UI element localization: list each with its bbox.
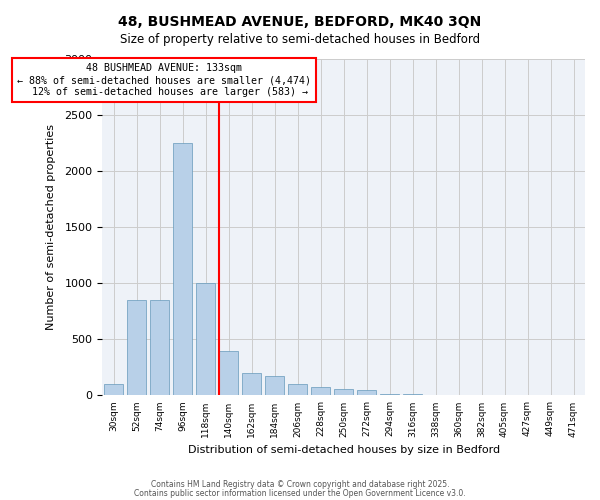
X-axis label: Distribution of semi-detached houses by size in Bedford: Distribution of semi-detached houses by … [188, 445, 500, 455]
Text: 48 BUSHMEAD AVENUE: 133sqm
← 88% of semi-detached houses are smaller (4,474)
  1: 48 BUSHMEAD AVENUE: 133sqm ← 88% of semi… [17, 64, 311, 96]
Bar [127, 300, 146, 396]
Bar [242, 373, 262, 396]
Text: 48, BUSHMEAD AVENUE, BEDFORD, MK40 3QN: 48, BUSHMEAD AVENUE, BEDFORD, MK40 3QN [118, 15, 482, 29]
Bar [219, 350, 238, 396]
Bar [265, 376, 284, 396]
Bar [173, 143, 193, 396]
Bar [357, 390, 376, 396]
Y-axis label: Number of semi-detached properties: Number of semi-detached properties [46, 124, 56, 330]
Text: Contains public sector information licensed under the Open Government Licence v3: Contains public sector information licen… [134, 488, 466, 498]
Bar [311, 387, 331, 396]
Bar [334, 388, 353, 396]
Bar [380, 394, 400, 396]
Text: Size of property relative to semi-detached houses in Bedford: Size of property relative to semi-detach… [120, 32, 480, 46]
Bar [403, 394, 422, 396]
Bar [449, 395, 469, 396]
Bar [150, 300, 169, 396]
Bar [104, 384, 124, 396]
Text: Contains HM Land Registry data © Crown copyright and database right 2025.: Contains HM Land Registry data © Crown c… [151, 480, 449, 489]
Bar [196, 284, 215, 396]
Bar [288, 384, 307, 396]
Bar [426, 394, 445, 396]
